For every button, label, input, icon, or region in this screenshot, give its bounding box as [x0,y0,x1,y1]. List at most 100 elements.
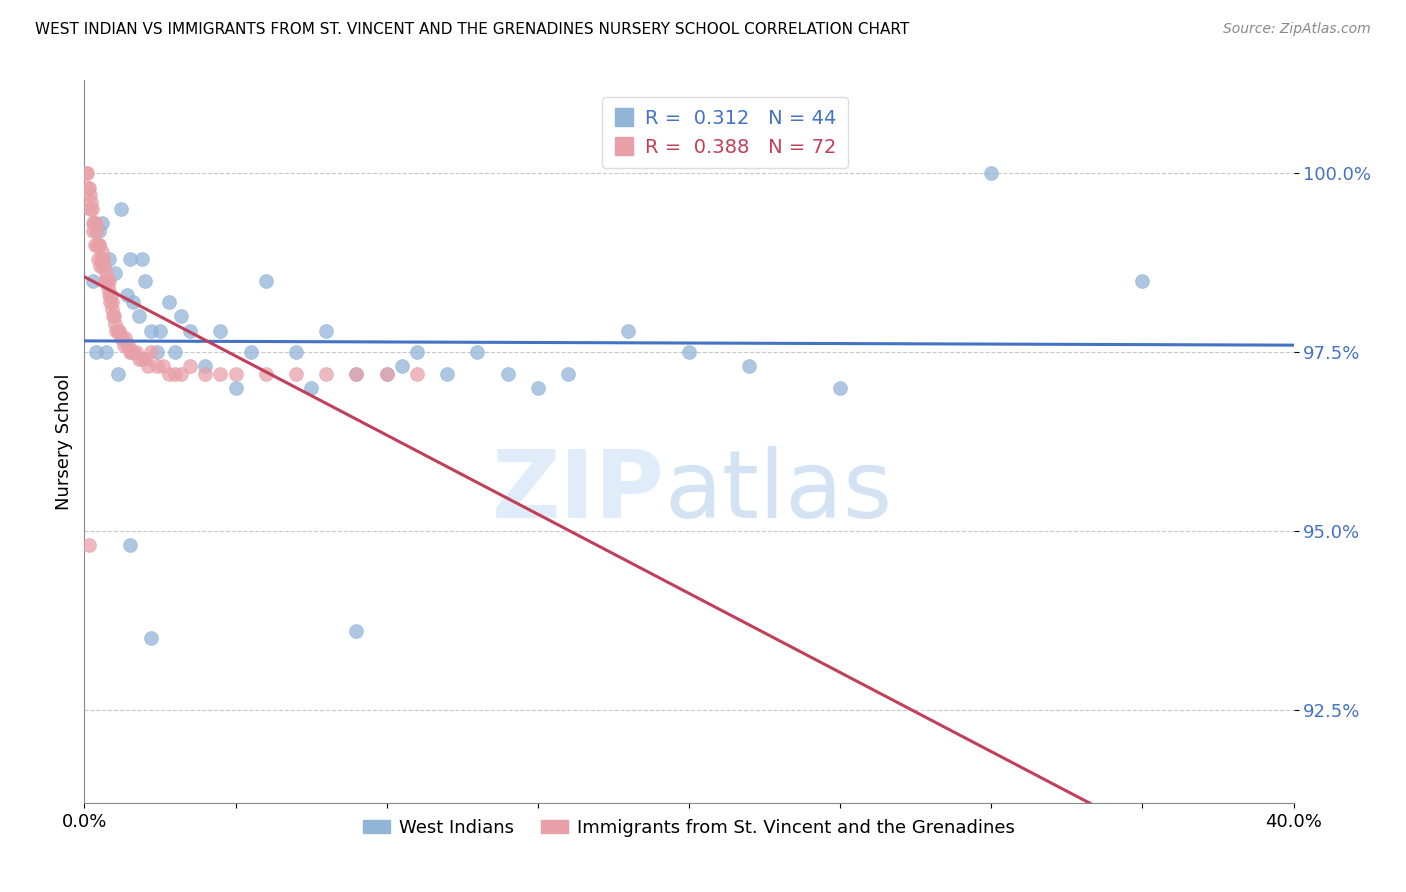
Point [103,310,125,324]
Point [118,252,141,266]
Point [93,260,115,274]
Point [139,345,162,359]
Point [136,359,159,374]
Point [97,252,120,266]
Point [80,194,103,209]
Point [146,359,169,374]
Point [346,367,368,381]
Point [82,274,104,288]
Point [406,367,429,381]
Point [225,367,247,381]
Point [209,324,232,338]
Point [77,538,100,552]
Point [94,267,117,281]
Point [91,252,114,266]
Point [209,367,232,381]
Point [83,216,105,230]
Point [115,288,138,302]
Point [82,223,104,237]
Point [254,367,277,381]
Point [139,632,162,646]
Point [179,359,201,374]
Point [90,244,112,259]
Point [97,281,120,295]
Point [94,345,117,359]
Point [110,202,132,216]
Point [86,345,108,359]
Point [134,274,156,288]
Point [165,367,187,381]
Point [98,288,121,302]
Point [391,359,413,374]
Point [375,367,398,381]
Point [315,367,337,381]
Y-axis label: Nursery School: Nursery School [55,373,73,510]
Point [112,338,135,352]
Point [82,216,104,230]
Point [120,345,142,359]
Point [179,324,201,338]
Point [76,166,98,180]
Point [131,352,153,367]
Point [170,367,193,381]
Point [115,338,138,352]
Point [467,345,489,359]
Point [86,237,108,252]
Point [149,324,172,338]
Point [225,381,247,395]
Point [108,324,131,338]
Point [128,310,150,324]
Legend: West Indians, Immigrants from St. Vincent and the Grenadines: West Indians, Immigrants from St. Vincen… [356,812,1022,845]
Point [105,324,128,338]
Point [375,367,398,381]
Point [128,352,150,367]
Point [111,331,134,345]
Point [617,324,640,338]
Point [315,324,337,338]
Point [77,180,100,194]
Point [75,166,97,180]
Point [346,624,368,639]
Point [79,187,101,202]
Point [121,295,143,310]
Point [89,223,111,237]
Point [107,367,129,381]
Point [104,267,127,281]
Point [101,302,124,317]
Point [98,295,121,310]
Point [94,274,117,288]
Point [980,166,1002,180]
Point [87,252,110,266]
Point [557,367,579,381]
Text: WEST INDIAN VS IMMIGRANTS FROM ST. VINCENT AND THE GRENADINES NURSERY SCHOOL COR: WEST INDIAN VS IMMIGRANTS FROM ST. VINCE… [35,22,910,37]
Point [134,352,156,367]
Point [118,538,141,552]
Point [170,310,193,324]
Point [80,202,103,216]
Point [84,237,107,252]
Point [104,317,127,331]
Point [117,338,139,352]
Point [114,331,136,345]
Point [194,359,217,374]
Point [139,324,162,338]
Point [194,367,217,381]
Point [131,252,153,266]
Point [527,381,550,395]
Point [97,274,120,288]
Point [91,216,114,230]
Point [90,252,112,266]
Point [496,367,519,381]
Point [146,345,169,359]
Point [89,260,111,274]
Point [346,367,368,381]
Point [239,345,262,359]
Point [86,216,108,230]
Point [89,237,111,252]
Point [678,345,700,359]
Point [77,180,100,194]
Point [285,345,308,359]
Point [100,288,122,302]
Point [100,295,122,310]
Text: atlas: atlas [665,446,893,538]
